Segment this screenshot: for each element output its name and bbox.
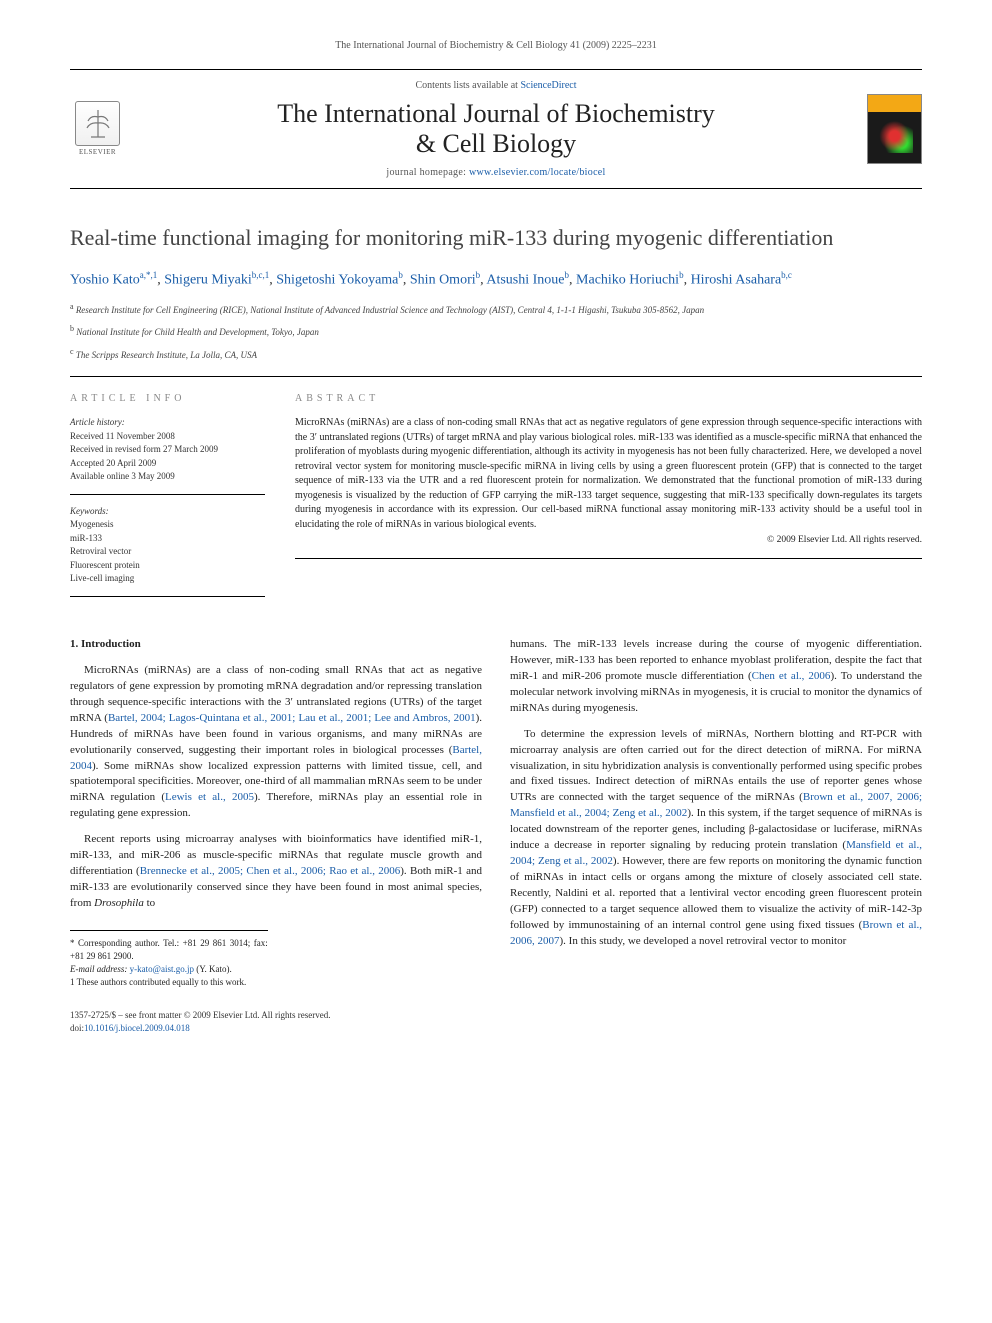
corresponding-author-note: * Corresponding author. Tel.: +81 29 861…: [70, 937, 268, 963]
affiliation-line: a Research Institute for Cell Engineerin…: [70, 301, 922, 318]
keyword-line: Fluorescent protein: [70, 559, 265, 573]
abstract-heading: ABSTRACT: [295, 393, 922, 404]
publisher-logo: ELSEVIER: [70, 99, 125, 159]
journal-homepage-link[interactable]: www.elsevier.com/locate/biocel: [469, 167, 606, 178]
abstract-copyright: © 2009 Elsevier Ltd. All rights reserved…: [295, 534, 922, 548]
body-paragraph: To determine the expression levels of mi…: [510, 727, 922, 950]
journal-name: The International Journal of Biochemistr…: [140, 99, 852, 159]
history-line: Available online 3 May 2009: [70, 470, 265, 484]
elsevier-tree-icon: [75, 101, 120, 146]
author-link[interactable]: Shin Omori: [410, 273, 476, 288]
history-line: Received in revised form 27 March 2009: [70, 443, 265, 457]
author-link[interactable]: Atsushi Inoue: [486, 273, 564, 288]
keyword-line: Retroviral vector: [70, 545, 265, 559]
homepage-prefix: journal homepage:: [386, 167, 469, 178]
journal-homepage-line: journal homepage: www.elsevier.com/locat…: [140, 167, 852, 178]
author-link[interactable]: Hiroshi Asahara: [691, 273, 782, 288]
keyword-line: Myogenesis: [70, 518, 265, 532]
journal-cover-thumbnail: [867, 94, 922, 164]
author-link[interactable]: Yoshio Kato: [70, 273, 140, 288]
doi-line: doi:10.1016/j.biocel.2009.04.018: [70, 1022, 922, 1035]
abstract-column: ABSTRACT MicroRNAs (miRNAs) are a class …: [295, 393, 922, 607]
email-suffix: (Y. Kato).: [194, 964, 232, 974]
citation-link[interactable]: Brown et al., 2007, 2006; Mansfield et a…: [510, 791, 922, 819]
body-paragraph: MicroRNAs (miRNAs) are a class of non-co…: [70, 663, 482, 822]
journal-name-line1: The International Journal of Biochemistr…: [277, 99, 715, 128]
sciencedirect-link[interactable]: ScienceDirect: [520, 80, 576, 91]
email-line: E-mail address: y-kato@aist.go.jp (Y. Ka…: [70, 963, 268, 976]
citation-link[interactable]: Mansfield et al., 2004; Zeng et al., 200…: [510, 839, 922, 867]
keywords-label: Keywords:: [70, 505, 265, 519]
author-link[interactable]: Shigetoshi Yokoyama: [276, 273, 398, 288]
author-link[interactable]: Shigeru Miyaki: [164, 273, 252, 288]
article-history-label: Article history:: [70, 416, 265, 430]
doi-link[interactable]: 10.1016/j.biocel.2009.04.018: [84, 1023, 190, 1033]
journal-masthead: ELSEVIER Contents lists available at Sci…: [70, 69, 922, 189]
contents-prefix: Contents lists available at: [415, 80, 520, 91]
section-heading-introduction: 1. Introduction: [70, 637, 482, 653]
citation-link[interactable]: Brown et al., 2006, 2007: [510, 919, 922, 947]
affiliations-block: a Research Institute for Cell Engineerin…: [70, 301, 922, 363]
keyword-line: miR-133: [70, 532, 265, 546]
body-column-left: 1. Introduction MicroRNAs (miRNAs) are a…: [70, 637, 482, 989]
author-list: Yoshio Katoa,*,1, Shigeru Miyakib,c,1, S…: [70, 269, 922, 291]
history-line: Received 11 November 2008: [70, 430, 265, 444]
citation-link[interactable]: Chen et al., 2006: [752, 670, 831, 682]
citation-link[interactable]: Bartel, 2004: [70, 744, 482, 772]
abstract-body: MicroRNAs (miRNAs) are a class of non-co…: [295, 417, 922, 530]
citation-link[interactable]: Lewis et al., 2005: [165, 791, 254, 803]
keywords-block: Keywords: MyogenesismiR-133Retroviral ve…: [70, 505, 265, 597]
history-line: Accepted 20 April 2009: [70, 457, 265, 471]
running-header: The International Journal of Biochemistr…: [70, 40, 922, 51]
citation-link[interactable]: Brennecke et al., 2005; Chen et al., 200…: [140, 865, 401, 877]
citation-link[interactable]: Bartel, 2004; Lagos-Quintana et al., 200…: [108, 712, 476, 724]
body-text-columns: 1. Introduction MicroRNAs (miRNAs) are a…: [70, 637, 922, 989]
article-title: Real-time functional imaging for monitor…: [70, 224, 922, 252]
abstract-text: MicroRNAs (miRNAs) are a class of non-co…: [295, 416, 922, 559]
affiliation-line: c The Scripps Research Institute, La Jol…: [70, 346, 922, 363]
masthead-center: Contents lists available at ScienceDirec…: [140, 80, 852, 178]
footnotes-block: * Corresponding author. Tel.: +81 29 861…: [70, 930, 268, 989]
bottom-meta: 1357-2725/$ – see front matter © 2009 El…: [70, 1009, 922, 1034]
article-info-heading: ARTICLE INFO: [70, 393, 265, 404]
info-abstract-row: ARTICLE INFO Article history: Received 1…: [70, 376, 922, 607]
journal-name-line2: & Cell Biology: [416, 129, 576, 158]
issn-copyright-line: 1357-2725/$ – see front matter © 2009 El…: [70, 1009, 922, 1022]
author-link[interactable]: Machiko Horiuchi: [576, 273, 679, 288]
keyword-line: Live-cell imaging: [70, 572, 265, 586]
article-info-column: ARTICLE INFO Article history: Received 1…: [70, 393, 265, 607]
corresponding-email-link[interactable]: y-kato@aist.go.jp: [130, 964, 194, 974]
body-paragraph: Recent reports using microarray analyses…: [70, 832, 482, 912]
article-history-block: Article history: Received 11 November 20…: [70, 416, 265, 495]
affiliation-line: b National Institute for Child Health an…: [70, 323, 922, 340]
publisher-name: ELSEVIER: [79, 148, 116, 156]
email-label: E-mail address:: [70, 964, 130, 974]
doi-label: doi:: [70, 1023, 84, 1033]
equal-contribution-note: 1 These authors contributed equally to t…: [70, 976, 268, 989]
body-column-right: humans. The miR-133 levels increase duri…: [510, 637, 922, 989]
contents-available-line: Contents lists available at ScienceDirec…: [140, 80, 852, 91]
body-paragraph: humans. The miR-133 levels increase duri…: [510, 637, 922, 717]
